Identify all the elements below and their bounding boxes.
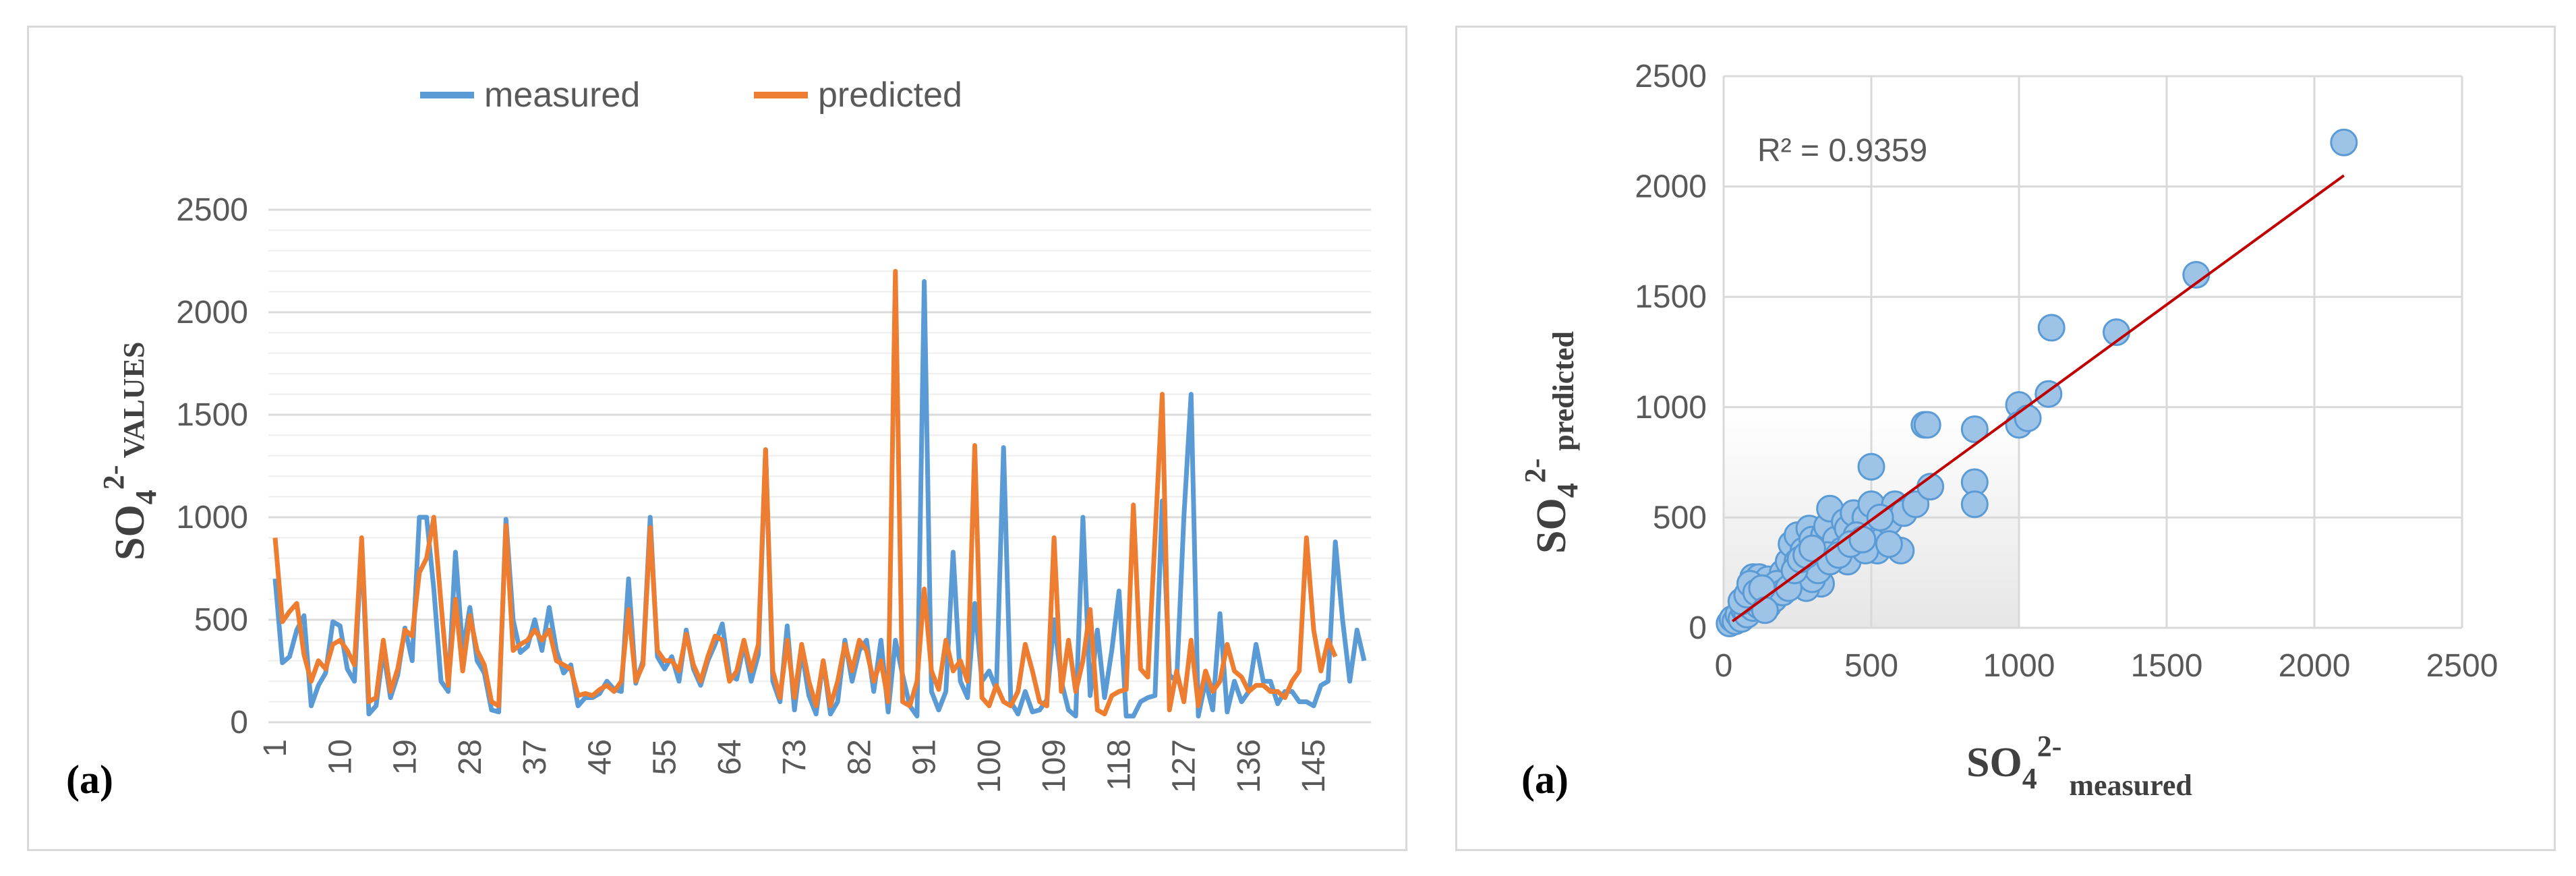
y-axis-label: SO42- VALUES [97, 342, 163, 560]
scatter-chart: 0 500 1000 1500 2000 2500 0 500 1000 1500 2000 2500… [1519, 59, 2498, 802]
x-tick-label: 64 [712, 739, 748, 775]
y-axis-label-main: SO [1529, 498, 1575, 554]
panel-label: (a) [66, 757, 113, 802]
y-axis-label-sub: 4 [1551, 483, 1584, 498]
y-tick-label: 500 [1653, 500, 1707, 535]
x-tick-label: 46 [582, 739, 618, 775]
series-line-predicted [272, 268, 1338, 717]
x-tick-label: 100 [972, 739, 1007, 793]
x-tick-label: 2500 [2426, 648, 2498, 684]
y-tick-label: 2000 [1635, 169, 1707, 205]
y-tick-label: 2000 [176, 295, 248, 330]
x-tick-label: 28 [452, 739, 488, 775]
trendline [1731, 174, 2345, 622]
x-tick-label: 1 [258, 739, 293, 757]
x-tick-label: 1000 [1983, 648, 2055, 684]
data-point [1960, 490, 1989, 519]
data-point [2330, 128, 2358, 156]
line-chart: 0 500 1000 1500 2000 2500 1 10 19 28 37 46 55 64 73 82 9… [66, 76, 1371, 802]
y-axis-label-sup: 2- [97, 465, 130, 490]
data-point [1751, 596, 1779, 624]
data-point [1913, 411, 1941, 439]
scatter-chart-panel: 0 500 1000 1500 2000 2500 0 500 1000 1500 2000 2500… [1455, 26, 2556, 851]
data-point [1902, 490, 1930, 519]
y-axis-label-suffix: VALUES [117, 342, 150, 465]
x-tick-label: 0 [1715, 648, 1733, 684]
x-axis-label-sup: 2- [2037, 730, 2062, 763]
x-tick-label: 91 [907, 739, 943, 775]
x-tick-label: 127 [1167, 739, 1202, 793]
x-tick-label: 145 [1296, 739, 1332, 793]
y-tick-label: 1000 [176, 500, 248, 535]
y-axis-label-sup: 2- [1519, 459, 1552, 484]
y-tick-label: 1500 [176, 397, 248, 433]
x-tick-label: 10 [322, 739, 358, 775]
panel-label: (a) [1521, 757, 1569, 802]
y-tick-label: 2500 [1635, 59, 1707, 94]
x-tick-label: 118 [1101, 739, 1137, 791]
data-point [1857, 452, 1885, 481]
x-tick-label: 19 [388, 739, 423, 775]
line-chart-panel: 0 500 1000 1500 2000 2500 1 10 19 28 37 46 55 64 73 82 9… [27, 26, 1407, 851]
x-axis-label-sub: 4 [2022, 762, 2037, 795]
data-point [1960, 415, 1989, 443]
x-axis-label-suffix: measured [2061, 769, 2192, 802]
legend-label: measured [484, 76, 640, 115]
x-tick-label: 37 [517, 739, 553, 775]
gridlines [268, 208, 1371, 724]
x-axis-label-main: SO [1966, 740, 2022, 786]
x-tick-label: 55 [647, 739, 683, 775]
y-tick-label: 500 [194, 602, 248, 638]
y-tick-label: 2500 [176, 192, 248, 228]
points [1716, 128, 2358, 637]
x-tick-label: 1500 [2131, 648, 2203, 684]
data-point [1866, 503, 1894, 531]
data-point [1848, 525, 1877, 554]
legend-label: predicted [818, 76, 962, 115]
data-point [1875, 530, 1903, 558]
x-tick-label: 82 [842, 739, 877, 775]
y-axis-label-suffix: predicted [1547, 331, 1580, 459]
x-tick-label: 109 [1036, 739, 1072, 793]
data-point [2037, 314, 2066, 342]
r-squared-annotation: R² = 0.9359 [1757, 133, 1927, 169]
y-axis-label-sub: 4 [129, 490, 163, 504]
legend: measured predicted [420, 76, 962, 115]
y-axis-label-main: SO [107, 504, 153, 560]
series-line-measured [272, 279, 1367, 719]
data-point [2014, 404, 2042, 432]
y-tick-label: 0 [230, 705, 248, 740]
x-tick-label: 73 [777, 739, 813, 775]
x-axis-label: SO42- measured [1966, 730, 2192, 802]
y-tick-label: 1000 [1635, 390, 1707, 426]
data-point [1798, 534, 1826, 562]
x-tick-label: 500 [1844, 648, 1898, 684]
gridlines [1722, 75, 2463, 629]
x-tick-label: 136 [1231, 739, 1267, 793]
y-axis-label: SO42- predicted [1519, 331, 1584, 554]
x-tick-label: 2000 [2279, 648, 2351, 684]
y-tick-label: 1500 [1635, 279, 1707, 315]
y-tick-label: 0 [1689, 610, 1707, 646]
